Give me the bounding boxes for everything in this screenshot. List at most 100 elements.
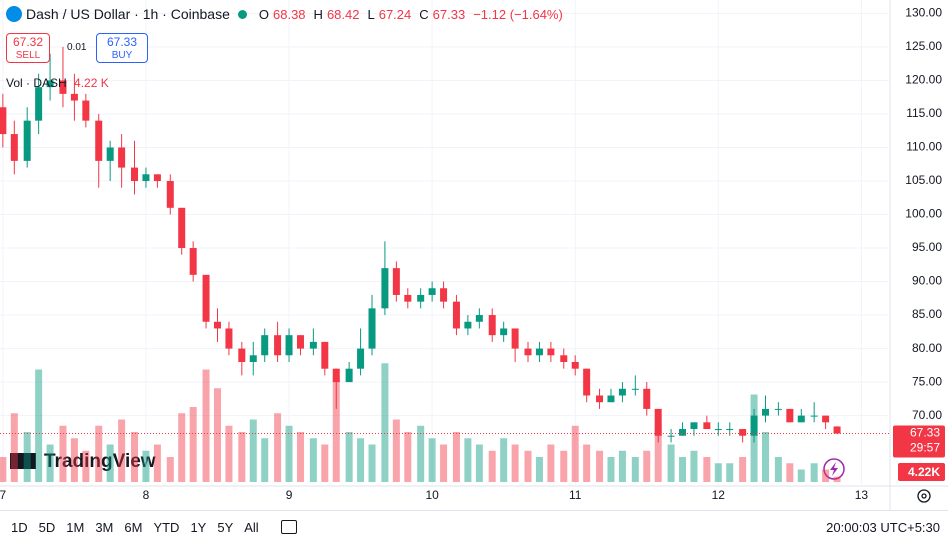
candle-body xyxy=(213,321,221,329)
volume-bar xyxy=(679,457,687,482)
candle-body xyxy=(643,388,651,409)
volume-bar xyxy=(833,476,841,482)
volume-bar xyxy=(762,432,770,482)
y-tick-label: 100.00 xyxy=(905,207,942,221)
range-button[interactable]: 1M xyxy=(66,519,85,535)
candle-body xyxy=(23,120,31,161)
y-tick-label: 80.00 xyxy=(912,341,942,355)
y-tick-label: 110.00 xyxy=(906,140,942,154)
volume-legend: Vol · DASH 4.22 K xyxy=(6,76,109,90)
y-tick-label: 125.00 xyxy=(905,39,942,53)
x-tick-label: 7 xyxy=(0,488,7,502)
candle-body xyxy=(547,348,555,356)
volume-bar xyxy=(511,444,519,482)
price-tag xyxy=(893,425,945,458)
volume-bar xyxy=(261,438,269,482)
volume-bar xyxy=(59,425,67,482)
volume-bar xyxy=(274,413,282,482)
candle-body xyxy=(690,422,698,430)
volume-bar xyxy=(46,444,54,482)
buy-button[interactable]: 67.33 BUY xyxy=(96,33,148,63)
volume-bar xyxy=(404,432,412,482)
candle-body xyxy=(618,388,626,396)
candle-body xyxy=(404,294,412,302)
range-button[interactable]: All xyxy=(244,519,259,535)
buy-price: 67.33 xyxy=(106,35,138,49)
candle-body xyxy=(475,315,483,322)
volume-bar xyxy=(118,419,126,482)
candle-body xyxy=(703,422,711,430)
candle-body xyxy=(511,328,519,349)
x-tick-label: 11 xyxy=(569,488,582,502)
volume-bar xyxy=(774,457,782,482)
candle-body xyxy=(178,207,186,249)
candle-body xyxy=(368,308,376,349)
volume-bar xyxy=(35,369,43,482)
ohlc-key: C xyxy=(419,6,429,22)
range-button[interactable]: 3M xyxy=(95,519,114,535)
settings-icon[interactable] xyxy=(917,489,931,503)
ohlc-key: L xyxy=(367,6,375,22)
candle-body xyxy=(10,134,18,161)
candle-body xyxy=(142,174,150,181)
volume-bar xyxy=(667,444,675,482)
candle-body xyxy=(0,107,7,135)
candle-body xyxy=(667,435,675,437)
volume-bar xyxy=(142,450,150,482)
volume-bar xyxy=(464,438,472,482)
candle-body xyxy=(381,268,389,309)
candle-body xyxy=(166,180,174,208)
bottom-toolbar: 1D 5D 1M 3M 6M YTD 1Y 5Y All 20:00:03 UTC+5:30 xyxy=(0,510,948,542)
x-tick-label: 9 xyxy=(286,488,293,502)
candle-body xyxy=(274,335,282,356)
candle-body xyxy=(524,348,532,356)
candle-body xyxy=(797,415,805,423)
volume-bar xyxy=(810,463,818,482)
candle-body xyxy=(309,341,317,349)
candle-body xyxy=(285,335,293,356)
x-tick-label: 8 xyxy=(143,488,150,502)
sell-label: SELL xyxy=(15,50,41,61)
volume-bar xyxy=(488,450,496,482)
candle-body xyxy=(833,426,841,434)
candle-body xyxy=(238,348,246,362)
symbol-header: Dash / US Dollar · 1h · Coinbase O 68.38 … xyxy=(6,6,563,22)
volume-bar xyxy=(309,438,317,482)
ohlc-key: H xyxy=(313,6,323,22)
volume-tag-value: 4.22K xyxy=(908,465,940,479)
candle-body xyxy=(357,348,365,369)
buy-label: BUY xyxy=(111,50,133,61)
candle-body xyxy=(739,429,747,436)
candle-body xyxy=(500,328,508,336)
volume-bar xyxy=(381,363,389,482)
volume-bar xyxy=(631,457,639,482)
volume-bar xyxy=(189,407,197,482)
range-button[interactable]: 1D xyxy=(11,519,28,535)
x-tick-label: 13 xyxy=(855,488,869,502)
range-button[interactable]: YTD xyxy=(153,519,180,535)
range-button[interactable]: 5Y xyxy=(217,519,234,535)
volume-bar xyxy=(475,444,483,482)
candle-body xyxy=(131,167,139,181)
symbol-icon xyxy=(6,6,22,22)
range-button[interactable]: 5D xyxy=(38,519,56,535)
candle-body xyxy=(488,315,496,336)
volume-bar xyxy=(23,432,31,482)
ohlc-key: O xyxy=(258,6,269,22)
volume-bar xyxy=(95,425,103,482)
volume-tag xyxy=(898,463,945,481)
volume-bar xyxy=(596,450,604,482)
lightning-icon xyxy=(830,462,838,476)
volume-bar xyxy=(797,469,805,482)
date-range-icon[interactable] xyxy=(280,520,297,534)
range-button[interactable]: 6M xyxy=(124,519,143,535)
candle-body xyxy=(82,100,90,121)
range-button[interactable]: 1Y xyxy=(190,519,207,535)
volume-bar xyxy=(654,425,662,482)
candle-body xyxy=(679,429,687,436)
candle-body xyxy=(607,395,615,403)
volume-bar xyxy=(249,419,257,482)
volume-bar xyxy=(131,432,139,482)
sell-button[interactable]: 67.32 SELL xyxy=(6,33,50,63)
volume-bar xyxy=(822,469,830,482)
